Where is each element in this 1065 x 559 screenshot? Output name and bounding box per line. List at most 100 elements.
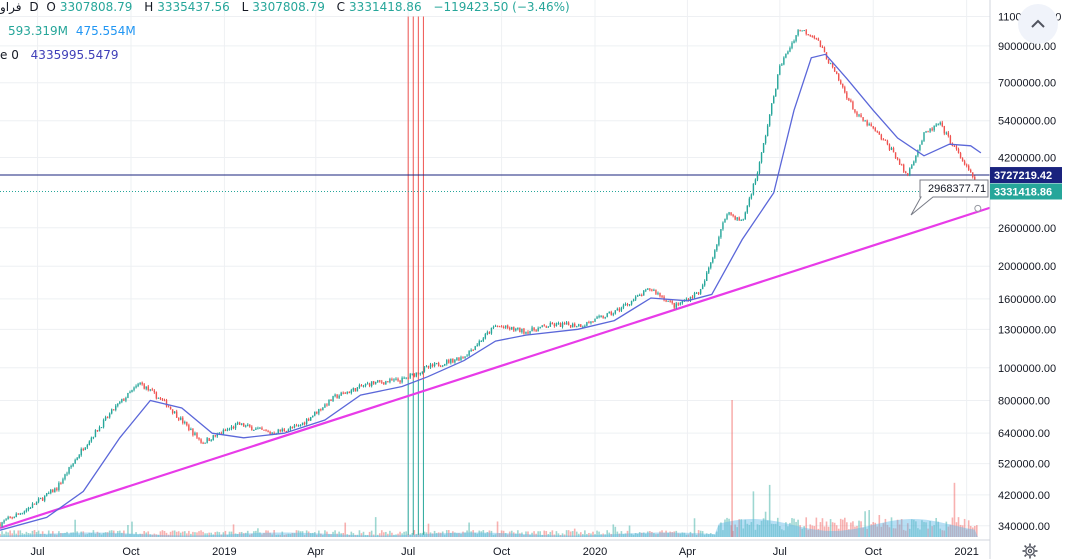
volume-bar xyxy=(701,531,704,537)
candle-body xyxy=(586,322,588,326)
volume-bar xyxy=(125,534,127,537)
candle-body xyxy=(405,377,407,379)
candle-body xyxy=(106,417,109,419)
candle-body xyxy=(892,148,895,153)
volume-bar xyxy=(537,531,539,537)
volume-bar xyxy=(848,529,850,537)
candle-body xyxy=(314,411,316,416)
volume-bar xyxy=(303,534,306,537)
candle-body xyxy=(864,120,866,122)
volume-bars xyxy=(0,400,978,537)
volume-bar xyxy=(854,526,856,537)
volume-bar xyxy=(230,531,233,537)
volume-bar xyxy=(309,533,312,537)
candle-body xyxy=(450,358,452,363)
volume-bar xyxy=(582,534,584,537)
volume-bar xyxy=(11,533,13,537)
candle-body xyxy=(777,74,779,89)
volume-bar xyxy=(116,530,119,537)
trend-tooltip-box xyxy=(910,179,989,216)
high-value: 3335437.56 xyxy=(157,0,230,14)
interval[interactable]: D xyxy=(29,0,39,14)
volume-bar xyxy=(98,532,101,537)
volume-bar xyxy=(248,534,251,537)
volume-bar xyxy=(519,533,521,537)
volume-bar xyxy=(121,532,123,537)
volume-bar xyxy=(324,530,326,537)
candle-body xyxy=(844,87,846,93)
candle-body xyxy=(513,327,515,331)
volume-bar xyxy=(766,520,769,537)
y-tick-label: 5400000.00 xyxy=(998,116,1056,128)
candle-body xyxy=(155,392,158,399)
x-tick-label: Oct xyxy=(865,546,882,558)
volume-bar xyxy=(366,534,369,537)
candle-body xyxy=(850,100,852,102)
symbol-name[interactable]: فراو xyxy=(0,0,22,14)
trendline-group[interactable] xyxy=(0,204,991,530)
candle-body xyxy=(110,409,113,414)
volume-bar xyxy=(866,528,868,537)
candle-body xyxy=(492,326,495,328)
gear-icon[interactable] xyxy=(1022,543,1038,559)
candle-body xyxy=(7,517,9,520)
candle-body xyxy=(133,387,135,391)
volume-bar xyxy=(334,530,336,537)
volume-bar xyxy=(340,533,342,537)
candle-body xyxy=(265,430,267,432)
candle-body xyxy=(267,431,269,433)
candle-body xyxy=(860,114,862,118)
volume-bar xyxy=(890,517,893,537)
volume-bar xyxy=(368,531,371,537)
volume-bar xyxy=(663,532,665,537)
volume-bar xyxy=(801,528,803,537)
horizontal-line-group[interactable] xyxy=(0,174,990,192)
volume-bar xyxy=(435,532,438,537)
candle-body xyxy=(896,158,899,160)
volume-bar xyxy=(143,531,145,537)
volume-bar xyxy=(25,531,28,537)
candle-body xyxy=(9,517,11,519)
candle-body xyxy=(515,328,517,331)
volume-bar xyxy=(502,530,505,537)
candle-body xyxy=(868,124,870,126)
candle-body xyxy=(596,317,598,319)
volume-bar xyxy=(577,533,580,537)
candle-body xyxy=(374,381,377,384)
volume-bar xyxy=(344,522,347,537)
candle-body xyxy=(200,439,202,443)
candle-body xyxy=(770,103,773,115)
candle-body xyxy=(659,292,661,297)
volume-bar xyxy=(427,523,430,537)
volume-bar xyxy=(569,531,572,537)
candle-body xyxy=(653,289,655,291)
volume-bar xyxy=(212,534,215,537)
candle-body xyxy=(555,323,558,327)
x-tick-label: 2020 xyxy=(583,546,607,558)
volume-bar xyxy=(393,534,395,537)
candle-body xyxy=(212,435,214,441)
candle-body xyxy=(797,30,799,36)
candle-body xyxy=(898,159,901,165)
volume-bar xyxy=(762,518,765,537)
ma-value: 4335995.5479 xyxy=(30,48,119,62)
candle-body xyxy=(478,341,480,345)
x-tick-label: Oct xyxy=(122,546,139,558)
candle-body xyxy=(56,488,58,490)
volume-bar xyxy=(137,534,139,537)
candle-body xyxy=(50,489,52,494)
candle-body xyxy=(614,310,617,314)
volume-bar xyxy=(478,530,481,537)
candle-body xyxy=(60,483,62,485)
candle-body xyxy=(271,432,273,434)
candle-body xyxy=(811,35,814,37)
candle-body xyxy=(362,385,365,387)
scroll-up-button[interactable] xyxy=(1018,4,1058,44)
candle-body xyxy=(919,144,921,151)
candle-body xyxy=(456,357,458,360)
candle-body xyxy=(37,498,40,502)
volume-bar xyxy=(480,531,483,537)
candle-body xyxy=(559,323,562,327)
volume-bar xyxy=(376,534,379,537)
